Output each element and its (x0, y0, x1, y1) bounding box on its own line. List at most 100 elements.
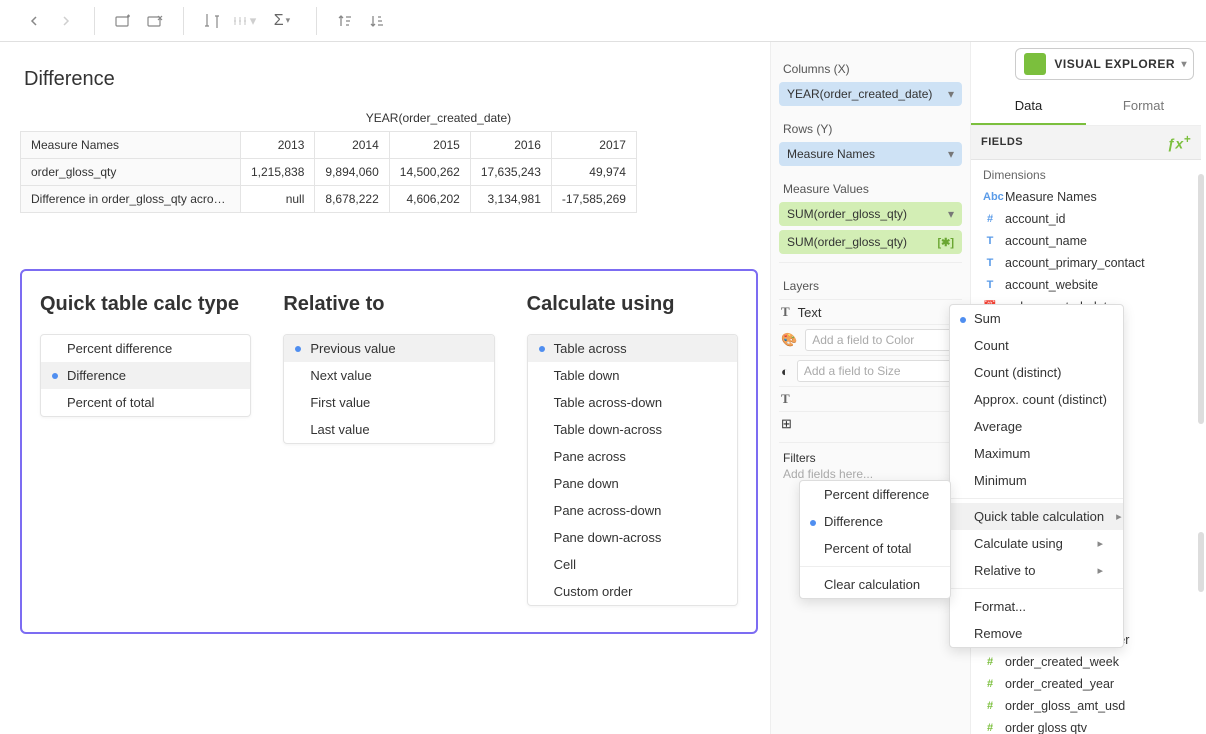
menu-item[interactable]: Difference (800, 508, 950, 535)
field-item[interactable]: #order_gloss_amt_usd (971, 695, 1201, 717)
tab-data[interactable]: Data (971, 88, 1086, 125)
explainer-panel: Quick table calc type Percent difference… (20, 269, 758, 634)
option-item[interactable]: Table down (528, 362, 737, 389)
filters-label: Filters (779, 442, 962, 467)
dimensions-label: Dimensions (971, 160, 1201, 186)
option-item[interactable]: Pane down (528, 470, 737, 497)
option-item[interactable]: Pane across-down (528, 497, 737, 524)
field-item[interactable]: Taccount_name (971, 230, 1201, 252)
field-item[interactable]: #order_created_week (971, 651, 1201, 673)
menu-item[interactable]: Remove (950, 620, 1123, 647)
option-item[interactable]: Custom order (528, 578, 737, 605)
menu-item[interactable]: Minimum (950, 467, 1123, 494)
quick-calc-submenu: Percent differenceDifferencePercent of t… (799, 480, 951, 599)
explain-col3-title: Calculate using (527, 293, 738, 316)
field-type-icon: # (983, 722, 997, 734)
cube-icon (1024, 53, 1046, 75)
table-row: Difference in order_gloss_qty across ta.… (21, 186, 637, 213)
field-item[interactable]: #order gloss qtv (971, 717, 1201, 734)
field-type-icon: Abc (983, 191, 997, 203)
size-icon: ◐ (781, 364, 789, 379)
forward-button[interactable] (52, 7, 80, 35)
field-item[interactable]: Taccount_primary_contact (971, 252, 1201, 274)
menu-item[interactable]: Average (950, 413, 1123, 440)
table-row: order_gloss_qty1,215,8389,894,06014,500,… (21, 159, 637, 186)
calc-type-options: Percent differenceDifferencePercent of t… (40, 334, 251, 417)
fields-scrollbar[interactable] (1198, 174, 1204, 424)
option-item[interactable]: Cell (528, 551, 737, 578)
columns-shelf-label: Columns (X) (779, 50, 962, 82)
option-item[interactable]: First value (284, 389, 493, 416)
mv-pill-2[interactable]: SUM(order_gloss_qty)[✱] (779, 230, 962, 254)
year-header: 2013 (241, 132, 315, 159)
year-header: 2015 (389, 132, 470, 159)
remove-icon[interactable] (141, 7, 169, 35)
option-item[interactable]: Previous value (284, 335, 493, 362)
fields-header: FIELDS (981, 136, 1023, 148)
option-item[interactable]: Pane across (528, 443, 737, 470)
table-superheader: YEAR(order_created_date) (241, 105, 637, 132)
option-item[interactable]: Table across (528, 335, 737, 362)
fields-scrollbar-2[interactable] (1198, 532, 1204, 592)
option-item[interactable]: Difference (41, 362, 250, 389)
mv-pill-1[interactable]: SUM(order_gloss_qty)▾ (779, 202, 962, 226)
option-item[interactable]: Percent of total (41, 389, 250, 416)
add-icon[interactable] (109, 7, 137, 35)
explain-col2-title: Relative to (283, 293, 494, 316)
menu-item[interactable]: Approx. count (distinct) (950, 386, 1123, 413)
field-type-icon: T (983, 279, 997, 291)
menu-item[interactable]: Clear calculation (800, 571, 950, 598)
text-label: Text (798, 305, 822, 320)
calculate-using-options: Table acrossTable downTable across-downT… (527, 334, 738, 606)
menu-item[interactable]: Maximum (950, 440, 1123, 467)
visual-explorer-badge[interactable]: VISUAL EXPLORER ▾ (1015, 48, 1194, 80)
color-drop[interactable]: Add a field to Color (805, 329, 960, 351)
page-title: Difference (24, 68, 758, 91)
field-type-icon: # (983, 678, 997, 690)
field-item[interactable]: AbcMeasure Names (971, 186, 1201, 208)
sort-asc-icon[interactable] (331, 7, 359, 35)
option-item[interactable]: Pane down-across (528, 524, 737, 551)
detail-icon: ⊞ (781, 416, 792, 432)
sigma-icon[interactable]: Σ ▾ (262, 7, 302, 35)
text-mark-icon: T (781, 391, 790, 407)
field-type-icon: # (983, 213, 997, 225)
resize-icon[interactable]: ▾ (230, 7, 258, 35)
option-item[interactable]: Percent difference (41, 335, 250, 362)
sort-desc-icon[interactable] (363, 7, 391, 35)
filters-hint: Add fields here... (779, 467, 962, 481)
option-item[interactable]: Table across-down (528, 389, 737, 416)
swap-icon[interactable] (198, 7, 226, 35)
columns-pill[interactable]: YEAR(order_created_date)▾ (779, 82, 962, 106)
aggregate-context-menu: SumCountCount (distinct)Approx. count (d… (949, 304, 1124, 648)
field-item[interactable]: #order_created_year (971, 673, 1201, 695)
field-item[interactable]: Taccount_website (971, 274, 1201, 296)
menu-item[interactable]: Relative to▸ (950, 557, 1123, 584)
menu-item[interactable]: Percent difference (800, 481, 950, 508)
year-header: 2017 (551, 132, 636, 159)
menu-item[interactable]: Sum (950, 305, 1123, 332)
field-type-icon: T (983, 257, 997, 269)
field-type-icon: # (983, 700, 997, 712)
field-item[interactable]: #account_id (971, 208, 1201, 230)
year-header: 2014 (315, 132, 389, 159)
tab-format[interactable]: Format (1086, 88, 1201, 125)
back-button[interactable] (20, 7, 48, 35)
menu-item[interactable]: Format... (950, 593, 1123, 620)
measure-values-label: Measure Values (779, 170, 962, 202)
rows-pill[interactable]: Measure Names▾ (779, 142, 962, 166)
menu-item[interactable]: Percent of total (800, 535, 950, 562)
menu-item[interactable]: Quick table calculation▸ (950, 503, 1123, 530)
option-item[interactable]: Table down-across (528, 416, 737, 443)
toolbar: ▾ Σ ▾ (0, 0, 1206, 42)
size-drop[interactable]: Add a field to Size (797, 360, 960, 382)
menu-item[interactable]: Count (distinct) (950, 359, 1123, 386)
rows-shelf-label: Rows (Y) (779, 110, 962, 142)
option-item[interactable]: Last value (284, 416, 493, 443)
menu-item[interactable]: Count (950, 332, 1123, 359)
fx-icon[interactable]: ƒx+ (1167, 133, 1191, 152)
option-item[interactable]: Next value (284, 362, 493, 389)
year-header: 2016 (470, 132, 551, 159)
menu-item[interactable]: Calculate using▸ (950, 530, 1123, 557)
text-icon: T (781, 304, 790, 320)
